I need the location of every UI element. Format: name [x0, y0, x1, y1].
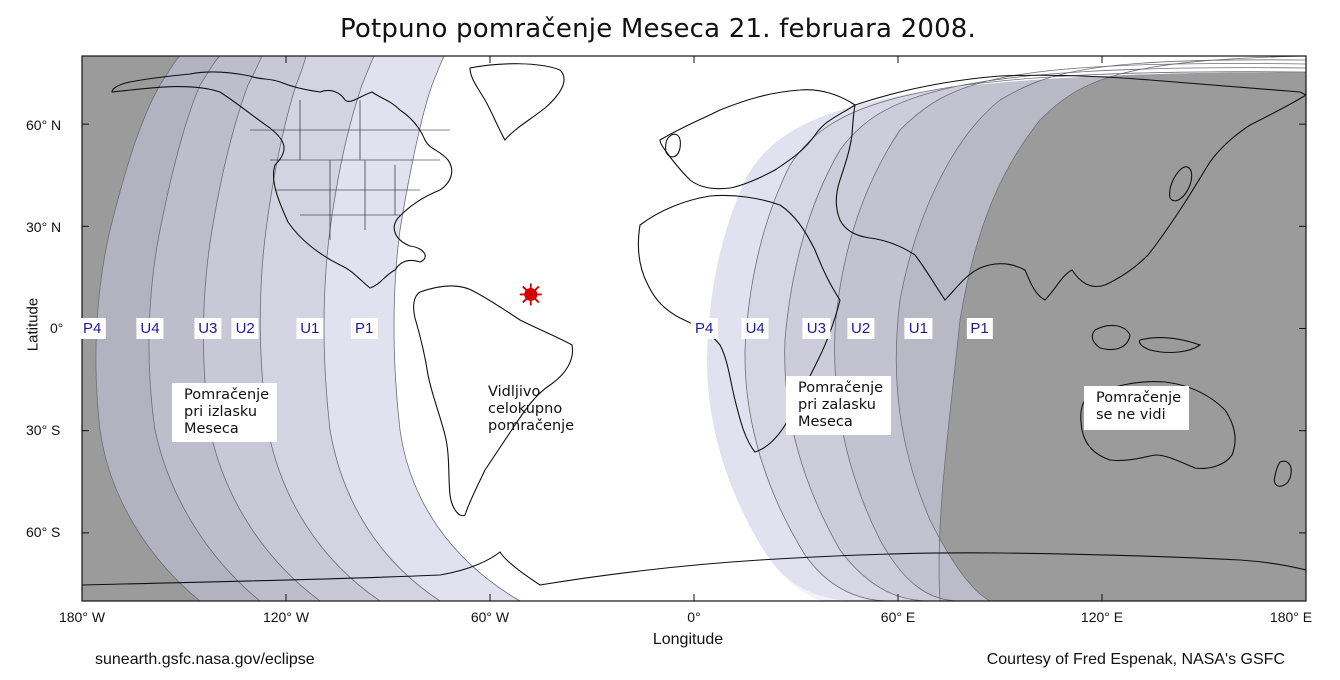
australia-coast — [1080, 381, 1236, 469]
contact-west-u3: U3 — [194, 318, 222, 339]
north-america-coast — [111, 71, 453, 289]
lat-tick-30n: 30° N — [26, 219, 62, 235]
greenland-coast — [469, 63, 565, 141]
lat-tick-60s: 60° S — [26, 524, 61, 540]
lon-tick-60e: 60° E — [880, 609, 916, 625]
europe-coast — [659, 89, 856, 190]
lat-tick-0: 0° — [50, 320, 64, 336]
map-title: Potpuno pomračenje Meseca 21. februara 2… — [339, 14, 977, 44]
zone-label-moonrise: Pomračenje pri izlasku Meseca — [172, 383, 278, 442]
band-west-p4-u4 — [95, 56, 260, 601]
lat-tick-30s: 30° S — [26, 422, 61, 438]
zone-not-visible-east — [939, 56, 1306, 601]
contact-east-u4: U4 — [741, 318, 769, 339]
asia-coast — [835, 74, 1306, 301]
contact-east-p4: P4 — [691, 318, 718, 339]
band-east-u3-u4 — [744, 67, 1306, 601]
band-west-u1-p1 — [324, 56, 520, 601]
contact-west-u4: U4 — [136, 318, 164, 339]
footer-credit: Courtesy of Fred Espenak, NASA's GSFC — [986, 651, 1285, 668]
contact-west-p4: P4 — [79, 318, 106, 339]
contact-west-u1: U1 — [296, 318, 324, 339]
lon-tick-0: 0° — [687, 609, 701, 625]
contact-west-p1: P1 — [351, 318, 378, 339]
axis-ticks — [81, 56, 1307, 601]
zone-label-visible: Vidljivo celokupno pomračenje — [488, 384, 575, 434]
zone-label-not-visible: Pomračenje se ne vidi — [1084, 386, 1190, 430]
band-east-u4-p4 — [707, 71, 1306, 601]
south-america-coast — [413, 285, 574, 517]
lat-tick-60n: 60° N — [26, 117, 62, 133]
sublunar-point-marker — [519, 283, 542, 306]
y-axis-title: Latitude — [24, 297, 42, 352]
lon-tick-60w: 60° W — [470, 609, 510, 625]
contact-east-p1: P1 — [966, 318, 993, 339]
lon-tick-180e: 180° E — [1269, 609, 1313, 625]
band-west-u2-u1 — [260, 56, 440, 601]
contact-east-u3: U3 — [802, 318, 830, 339]
contact-west-u2: U2 — [231, 318, 259, 339]
antarctica-coast — [82, 551, 1306, 586]
x-axis-title: Longitude — [652, 631, 724, 648]
zone-visible — [394, 56, 1306, 601]
band-west-u4-u3 — [148, 56, 320, 601]
zone-not-visible-west — [82, 56, 200, 601]
coastlines — [82, 63, 1306, 586]
contact-east-u1: U1 — [904, 318, 932, 339]
lon-tick-180w: 180° W — [58, 609, 106, 625]
zone-label-moonset: Pomračenje pri zalasku Meseca — [786, 376, 892, 435]
contact-east-u2: U2 — [847, 318, 875, 339]
footer-source-url: sunearth.gsfc.nasa.gov/eclipse — [95, 651, 315, 668]
lon-tick-120w: 120° W — [262, 609, 310, 625]
lon-tick-120e: 120° E — [1080, 609, 1124, 625]
band-west-u3-u2 — [203, 56, 380, 601]
